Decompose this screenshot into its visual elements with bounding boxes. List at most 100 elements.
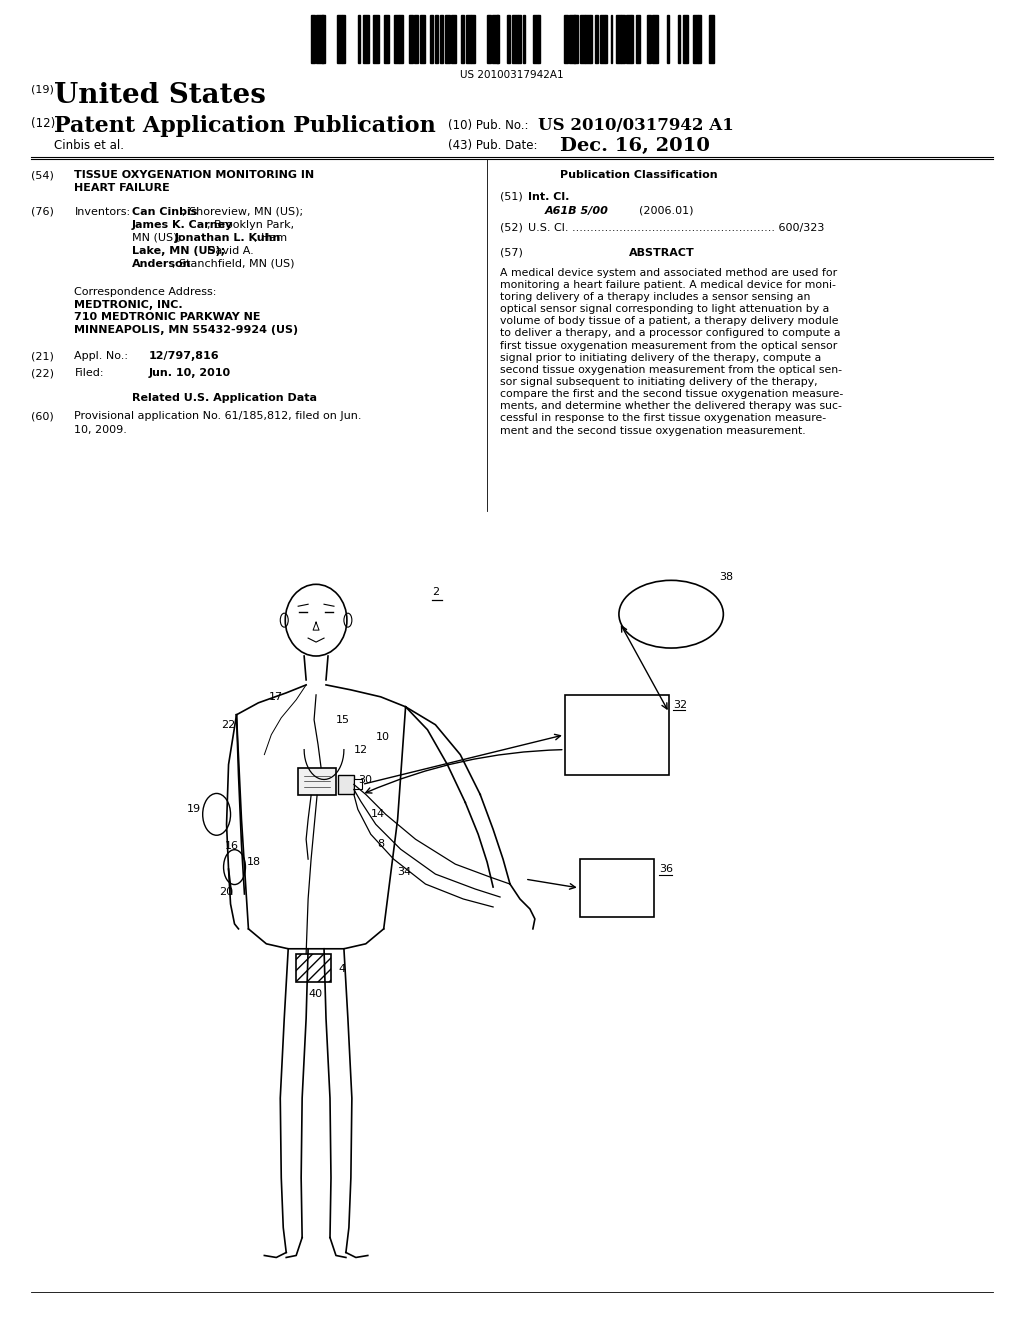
Bar	[610, 15, 612, 62]
Text: 12/797,816: 12/797,816	[148, 351, 219, 362]
Text: MEDTRONIC, INC.: MEDTRONIC, INC.	[75, 300, 183, 309]
Text: , Shoreview, MN (US);: , Shoreview, MN (US);	[182, 207, 303, 216]
Bar	[492, 15, 498, 62]
Bar	[394, 15, 399, 62]
Text: 8: 8	[378, 840, 385, 849]
Bar	[539, 15, 541, 62]
Text: (21): (21)	[31, 351, 53, 362]
Text: Can Cinbis: Can Cinbis	[132, 207, 198, 216]
Text: compare the first and the second tissue oxygenation measure-: compare the first and the second tissue …	[500, 389, 844, 399]
Bar	[420, 15, 425, 62]
Text: 20: 20	[219, 887, 233, 898]
Text: Filed:: Filed:	[75, 368, 103, 379]
Text: 15: 15	[336, 714, 350, 725]
Text: David A.: David A.	[207, 246, 253, 256]
Text: , Stanchfield, MN (US): , Stanchfield, MN (US)	[172, 259, 294, 269]
Bar	[518, 15, 521, 62]
Text: Lake, MN (US);: Lake, MN (US);	[132, 246, 229, 256]
Text: Jun. 10, 2010: Jun. 10, 2010	[148, 368, 231, 379]
Text: ments, and determine whether the delivered therapy was suc-: ments, and determine whether the deliver…	[500, 401, 842, 412]
Text: James K. Carney: James K. Carney	[132, 220, 233, 230]
Text: (12): (12)	[31, 117, 55, 131]
Bar	[466, 15, 471, 62]
Bar	[410, 15, 413, 62]
Bar	[580, 859, 654, 917]
Text: Provisional application No. 61/185,812, filed on Jun.
10, 2009.: Provisional application No. 61/185,812, …	[75, 411, 361, 436]
Bar	[683, 15, 688, 62]
Text: A61B 5/00: A61B 5/00	[545, 206, 608, 216]
Text: US 20100317942A1: US 20100317942A1	[460, 70, 564, 81]
Bar	[451, 15, 457, 62]
Text: 16: 16	[224, 841, 239, 851]
Bar	[523, 15, 525, 62]
Text: United States: United States	[54, 82, 266, 110]
Text: Related U.S. Application Data: Related U.S. Application Data	[132, 393, 317, 403]
Text: sor signal subsequent to initiating delivery of the therapy,: sor signal subsequent to initiating deli…	[500, 378, 818, 387]
Text: (60): (60)	[31, 411, 53, 421]
Bar	[486, 15, 490, 62]
Text: US 2010/0317942 A1: US 2010/0317942 A1	[538, 117, 733, 135]
Text: (19): (19)	[31, 84, 53, 95]
Text: 18: 18	[247, 857, 260, 867]
Bar	[709, 15, 715, 62]
Bar	[342, 15, 345, 62]
Text: 2: 2	[432, 587, 439, 598]
Text: signal prior to initiating delivery of the therapy, compute a: signal prior to initiating delivery of t…	[500, 352, 821, 363]
Bar	[461, 15, 464, 62]
Bar	[574, 15, 579, 62]
Bar	[399, 15, 402, 62]
Text: first tissue oxygenation measurement from the optical sensor: first tissue oxygenation measurement fro…	[500, 341, 838, 351]
Text: (54): (54)	[31, 170, 53, 180]
Bar	[698, 15, 701, 62]
Text: (52): (52)	[500, 223, 523, 232]
Text: A medical device system and associated method are used for: A medical device system and associated m…	[500, 268, 838, 277]
Text: Jonathan L. Kuhn: Jonathan L. Kuhn	[174, 232, 281, 243]
Bar	[311, 15, 314, 62]
Bar	[564, 694, 669, 775]
Bar	[512, 15, 518, 62]
Text: HEART FAILURE: HEART FAILURE	[75, 183, 170, 193]
Bar	[316, 15, 323, 62]
Text: (10) Pub. No.:: (10) Pub. No.:	[449, 119, 528, 132]
Bar	[337, 15, 342, 62]
Text: 36: 36	[659, 865, 673, 874]
Text: 10: 10	[376, 731, 390, 742]
Bar	[569, 15, 574, 62]
Text: (57): (57)	[500, 248, 523, 257]
Bar	[384, 15, 389, 62]
Text: Patent Application Publication: Patent Application Publication	[54, 115, 436, 137]
Bar	[585, 15, 590, 62]
Bar	[497, 15, 499, 62]
Bar	[693, 15, 698, 62]
Text: 38: 38	[719, 573, 733, 582]
Bar	[678, 15, 680, 62]
Bar	[595, 15, 598, 62]
Text: (76): (76)	[31, 207, 53, 216]
Text: 12: 12	[354, 744, 368, 755]
Text: toring delivery of a therapy includes a sensor sensing an: toring delivery of a therapy includes a …	[500, 292, 810, 302]
Bar	[646, 15, 651, 62]
Text: 19: 19	[186, 804, 201, 814]
Bar	[631, 15, 633, 62]
Bar	[590, 15, 592, 62]
Bar	[652, 15, 657, 62]
Bar	[605, 15, 607, 62]
Bar	[338, 775, 354, 795]
Text: Publication Classification: Publication Classification	[560, 170, 718, 180]
Text: , Brooklyn Park,: , Brooklyn Park,	[207, 220, 294, 230]
Text: TISSUE OXYGENATION MONITORING IN: TISSUE OXYGENATION MONITORING IN	[75, 170, 314, 180]
Bar	[600, 15, 605, 62]
Text: 4: 4	[338, 964, 345, 974]
Text: volume of body tissue of a patient, a therapy delivery module: volume of body tissue of a patient, a th…	[500, 317, 839, 326]
Bar	[440, 15, 443, 62]
Bar	[615, 15, 621, 62]
Bar	[435, 15, 438, 62]
Text: , Ham: , Ham	[254, 232, 287, 243]
Text: Int. Cl.: Int. Cl.	[528, 191, 569, 202]
Text: to deliver a therapy, and a processor configured to compute a: to deliver a therapy, and a processor co…	[500, 329, 841, 338]
Bar	[373, 15, 379, 62]
Text: (51): (51)	[500, 191, 523, 202]
Text: Anderson: Anderson	[132, 259, 191, 269]
Text: Dec. 16, 2010: Dec. 16, 2010	[560, 137, 710, 156]
Text: 32: 32	[673, 700, 687, 710]
